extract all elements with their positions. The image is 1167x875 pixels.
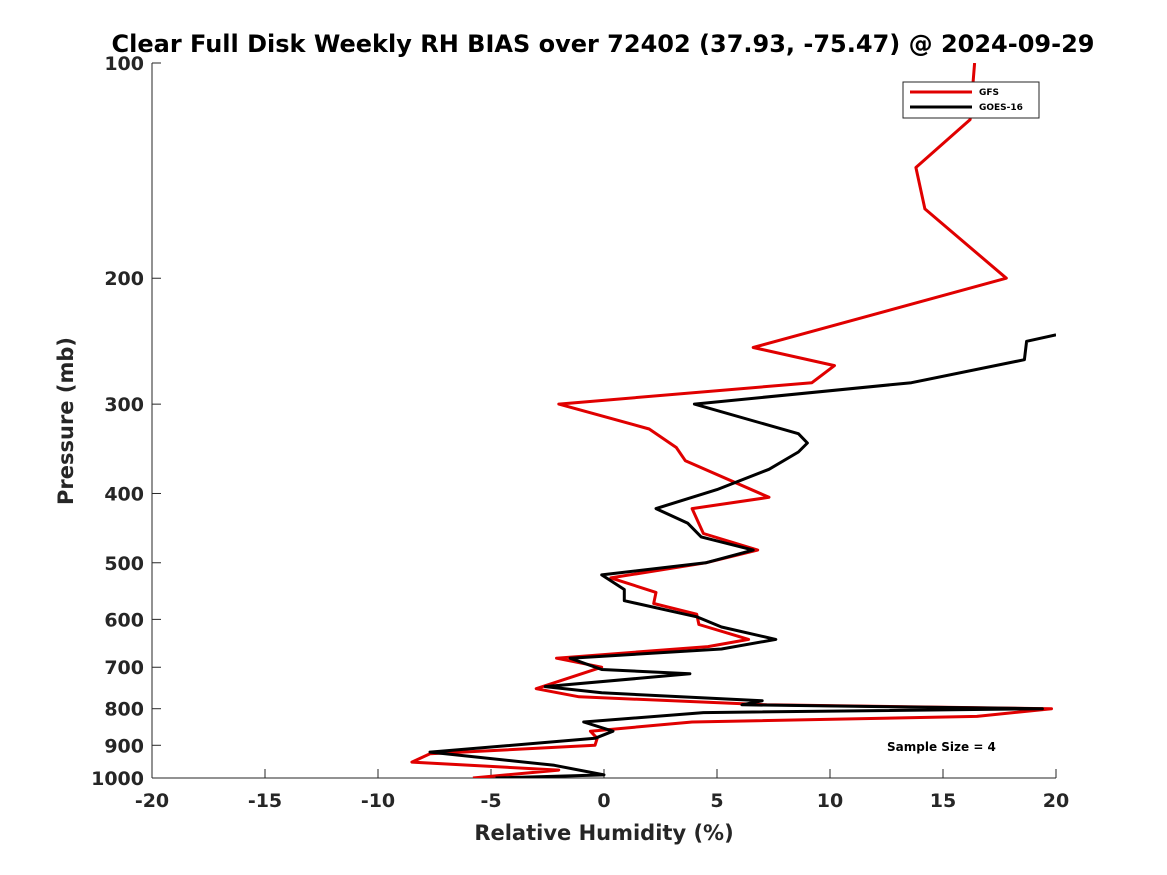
y-tick-label: 1000 [91,768,144,790]
y-tick-label: 800 [104,699,144,721]
x-tick-label: 5 [710,790,723,812]
x-tick-label: -10 [361,790,395,812]
series-layer [410,63,1056,778]
legend: GFS GOES-16 [902,81,1040,119]
y-tick-label: 100 [104,53,144,75]
y-tick-label: 500 [104,553,144,575]
chart-title: Clear Full Disk Weekly RH BIAS over 7240… [112,30,1095,58]
y-tick-label: 900 [104,735,144,757]
x-tick-label: 20 [1043,790,1069,812]
x-tick-label: 15 [930,790,956,812]
y-tick-label: 400 [104,483,144,505]
legend-label-gfs: GFS [979,88,999,98]
x-tick-label: 0 [597,790,610,812]
y-tick-label: 700 [104,657,144,679]
x-tick-label: -15 [248,790,282,812]
y-tick-label: 200 [104,268,144,290]
y-axis-label: Pressure (mb) [54,337,78,505]
x-tick-label: -5 [480,790,501,812]
series-line-goes16 [428,333,1056,778]
x-axis-label: Relative Humidity (%) [474,821,733,845]
legend-box [902,81,1040,119]
y-ticks: 100 200 300 400 500 600 700 800 900 1000 [91,53,161,790]
x-tick-label: 10 [817,790,843,812]
y-tick-label: 300 [104,394,144,416]
series-line-gfs [410,63,1053,778]
y-tick-label: 600 [104,609,144,631]
legend-label-goes16: GOES-16 [979,103,1023,113]
sample-size-annotation: Sample Size = 4 [887,740,996,754]
x-tick-label: -20 [135,790,169,812]
x-ticks: -20 -15 -10 -5 0 5 10 15 20 [135,769,1069,812]
